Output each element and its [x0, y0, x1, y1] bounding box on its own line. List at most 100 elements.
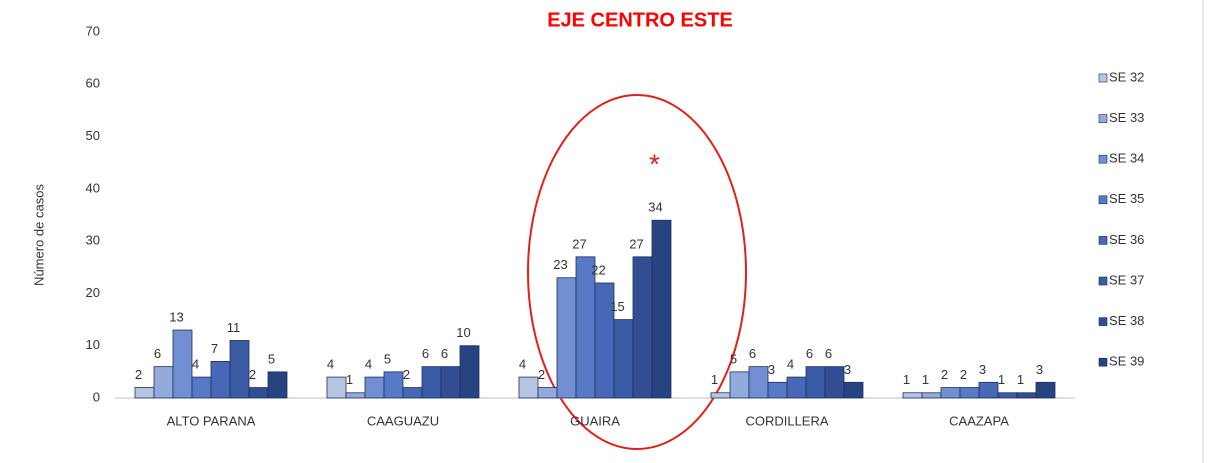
y-tick-label: 10	[86, 337, 100, 352]
bar	[459, 345, 480, 399]
legend-label: SE 37	[1109, 272, 1144, 287]
legend-swatch	[1098, 276, 1108, 286]
bar	[613, 319, 634, 399]
legend-label: SE 35	[1109, 191, 1144, 206]
legend-label: SE 34	[1109, 151, 1144, 166]
y-tick-label: 30	[86, 233, 100, 248]
data-label: 4	[519, 357, 526, 372]
bar	[902, 392, 923, 399]
data-label: 10	[456, 325, 470, 340]
y-axis-label: Número de casos	[31, 184, 46, 286]
data-label: 4	[192, 357, 199, 372]
bar	[421, 366, 442, 399]
x-tick-label: CORDILLERA	[745, 413, 828, 428]
data-label: 13	[169, 309, 183, 324]
bar	[959, 387, 980, 399]
data-label: 1	[1017, 372, 1024, 387]
bar	[210, 360, 231, 399]
x-tick-label: CAAZAPA	[949, 413, 1009, 428]
data-label: 5	[730, 351, 737, 366]
bar	[843, 381, 864, 399]
bar	[172, 329, 193, 399]
y-tick-label: 20	[86, 285, 100, 300]
bar	[729, 371, 750, 399]
y-tick-label: 0	[93, 389, 100, 404]
bar	[997, 392, 1018, 399]
bar	[632, 256, 653, 399]
x-tick-label: CAAGUAZU	[367, 413, 439, 428]
bar	[518, 376, 539, 399]
legend-swatch	[1098, 73, 1108, 83]
data-label: 22	[591, 262, 605, 277]
chart-title: EJE CENTRO ESTE	[547, 9, 733, 31]
data-label: 1	[711, 372, 718, 387]
data-label: 27	[629, 236, 643, 251]
bar	[402, 387, 423, 399]
data-label: 6	[825, 346, 832, 361]
legend-swatch	[1098, 154, 1108, 164]
data-label: 1	[903, 372, 910, 387]
data-label: 7	[211, 341, 218, 356]
highlight-ellipse	[527, 94, 747, 450]
bar	[364, 376, 385, 399]
legend-label: SE 38	[1109, 313, 1144, 328]
bar	[134, 387, 155, 399]
bar	[1035, 381, 1056, 399]
bar	[191, 376, 212, 399]
bar	[383, 371, 404, 399]
data-label: 23	[553, 257, 567, 272]
legend-swatch	[1098, 195, 1108, 205]
data-label: 1	[998, 372, 1005, 387]
data-label: 5	[384, 351, 391, 366]
data-label: 3	[844, 362, 851, 377]
bar	[537, 387, 558, 399]
data-label: 11	[227, 320, 241, 335]
bar	[921, 392, 942, 399]
legend-label: SE 39	[1109, 354, 1144, 369]
data-label: 3	[1036, 362, 1043, 377]
data-label: 3	[979, 362, 986, 377]
legend-label: SE 33	[1109, 110, 1144, 125]
data-label: 4	[365, 357, 372, 372]
y-tick-label: 40	[86, 180, 100, 195]
bar	[940, 387, 961, 399]
bar	[824, 366, 845, 399]
bar	[575, 256, 596, 399]
bar	[805, 366, 826, 399]
legend-label: SE 36	[1109, 232, 1144, 247]
legend-label: SE 32	[1109, 69, 1144, 84]
annotation: *	[649, 148, 660, 179]
data-label: 1	[346, 372, 353, 387]
legend-swatch	[1098, 236, 1108, 245]
bar	[710, 392, 731, 399]
data-label: 2	[135, 367, 142, 382]
data-label: 34	[648, 200, 662, 215]
y-tick-label: 70	[86, 23, 100, 38]
x-tick-label: ALTO PARANA	[167, 413, 256, 428]
bar	[556, 277, 577, 399]
data-label: 2	[249, 367, 256, 382]
bar	[978, 381, 999, 399]
data-label: 27	[572, 236, 586, 251]
data-label: 2	[960, 367, 967, 382]
bar	[345, 392, 366, 399]
data-label: 15	[610, 299, 624, 314]
y-tick-label: 50	[86, 128, 100, 143]
bar	[267, 371, 288, 399]
data-label: 6	[441, 346, 448, 361]
legend-swatch	[1098, 114, 1108, 123]
data-label: 2	[403, 367, 410, 382]
data-label: 6	[422, 346, 429, 361]
bar	[651, 219, 672, 399]
data-label: 6	[749, 346, 756, 361]
data-label: 6	[806, 346, 813, 361]
data-label: 6	[154, 346, 161, 361]
y-tick-label: 60	[86, 76, 100, 91]
data-label: 2	[538, 367, 545, 382]
bar	[326, 376, 347, 399]
bar	[229, 340, 250, 399]
bar	[767, 381, 788, 399]
legend-swatch	[1098, 357, 1108, 367]
legend-swatch	[1098, 317, 1108, 326]
data-label: 2	[941, 367, 948, 382]
